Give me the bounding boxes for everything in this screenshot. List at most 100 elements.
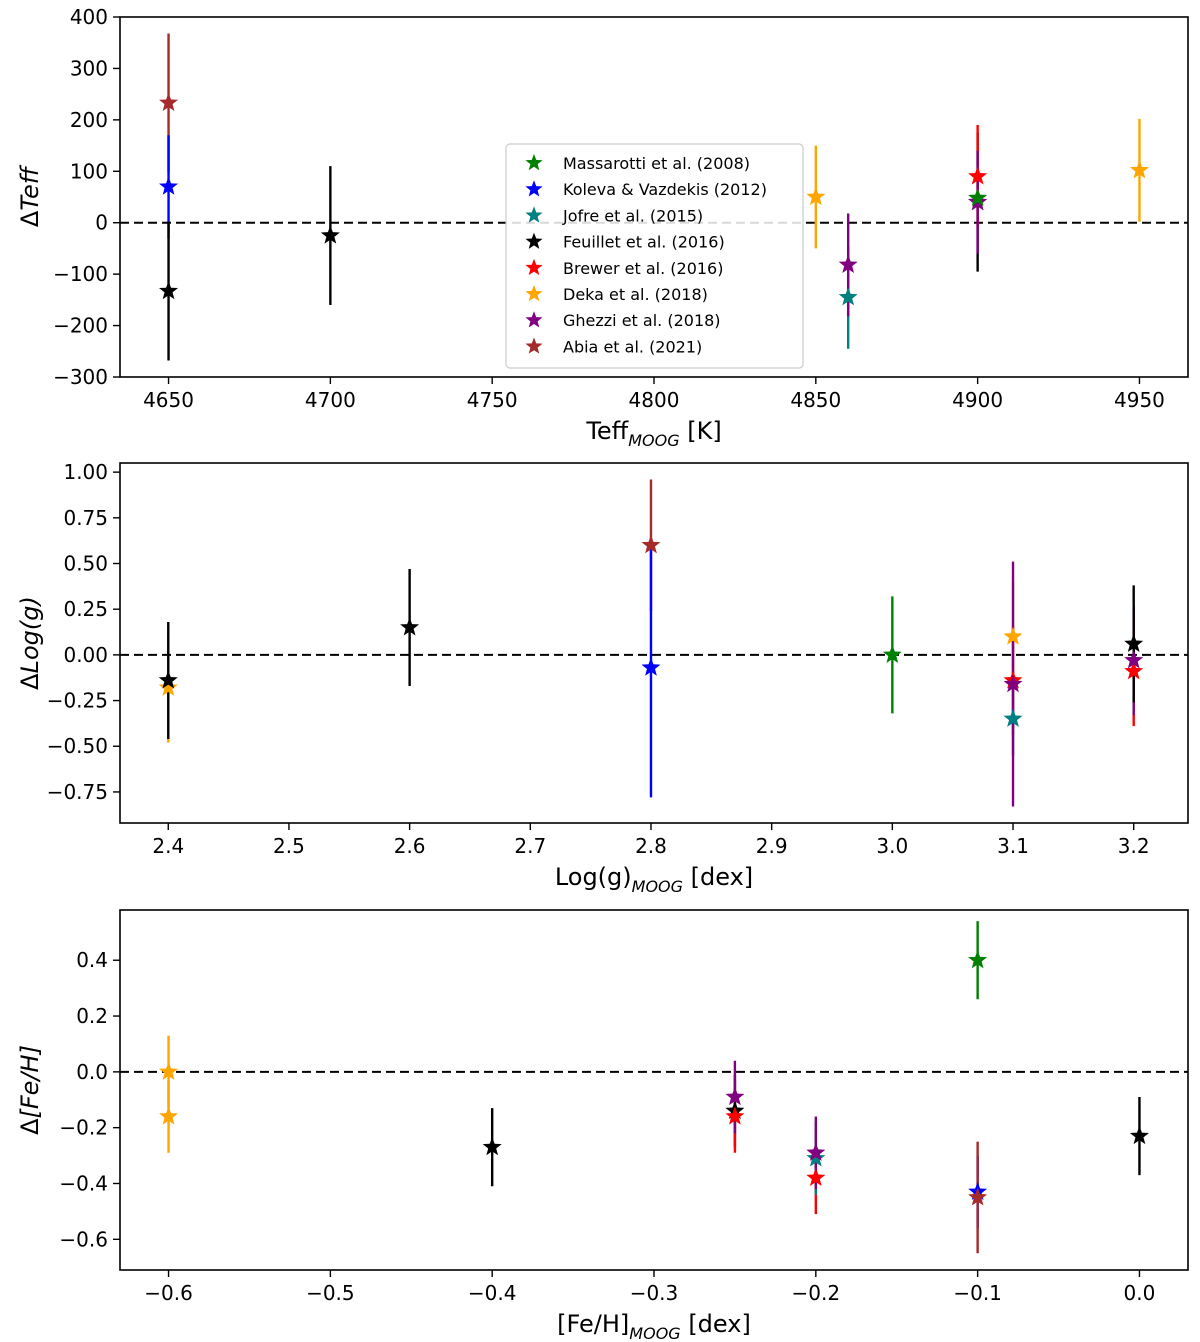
data-point-star [1003,626,1023,645]
data-point-star [159,176,179,195]
data-point-star [159,1061,179,1080]
plot-frame [119,909,1189,1271]
y-tick-label: −0.50 [47,734,108,758]
y-axis-label: Δ[Fe/H] [16,1045,44,1135]
legend-entry: Brewer et al. (2016) [563,259,723,278]
y-tick-label: 0.75 [63,506,108,530]
data-point-star [725,1106,745,1125]
data-point-star [159,1106,179,1125]
y-tick-label: −0.6 [59,1227,108,1251]
y-axis-label: ΔLog(g) [16,596,44,690]
legend: Massarotti et al. (2008) Koleva & Vazdeki… [505,143,804,369]
y-tick-label: 300 [70,56,108,80]
legend-entry: Ghezzi et al. (2018) [563,311,721,330]
legend-marker [525,258,543,276]
legend-marker [525,311,543,328]
data-point-star [1124,633,1144,652]
data-point-star [806,1142,826,1161]
y-tick-label: 200 [70,108,108,132]
legend-box [505,143,804,369]
y-tick-label: 1.00 [63,460,108,484]
x-tick-label: 4850 [790,388,841,412]
y-tick-label: −0.4 [59,1171,108,1195]
data-point-star [806,1148,826,1167]
y-tick-label: 0 [95,211,108,235]
legend-marker [525,206,543,223]
x-tick-label: 0.0 [1124,1281,1156,1305]
data-point-star [725,1086,745,1106]
legend-entry: Abia et al. (2021) [563,337,702,356]
x-tick-label: −0.1 [953,1281,1002,1305]
x-tick-label: 2.5 [273,834,305,858]
y-tick-label: 0.00 [63,643,108,667]
legend-entry: Jofre et al. (2015) [562,206,703,225]
x-tick-label: 4700 [305,388,356,412]
legend-marker [525,232,543,249]
data-point-star [1129,1126,1149,1145]
data-point-star [806,187,826,206]
x-tick-label: 4950 [1114,388,1165,412]
x-axis-label: [Fe/H]MOOG [dex] [557,1310,751,1342]
data-point-star [968,1187,988,1206]
x-tick-label: 2.9 [756,834,788,858]
x-tick-label: 4650 [143,388,194,412]
x-tick-label: 3.2 [1118,834,1150,858]
y-tick-label: 0.25 [63,597,108,621]
x-tick-label: −0.5 [306,1281,355,1305]
data-point-star [838,287,858,306]
legend-entry: Feuillet et al. (2016) [563,233,725,252]
data-point-star [320,225,340,244]
x-axis-label: Log(g)MOOG [dex] [555,863,753,896]
x-tick-label: 2.6 [394,834,426,858]
y-tick-label: −100 [53,262,108,286]
y-tick-label: 0.50 [63,552,108,576]
data-point-star [1124,650,1144,669]
x-tick-label: 4900 [952,388,1003,412]
panel-logg: 2.4 2.5 2.6 2.7 2.8 2.9 3.0 3.1 3.2 −0.75 −0.50 −0.… [16,460,1189,896]
y-tick-label: 400 [70,5,108,29]
panel-feh: −0.6 −0.5 −0.4 −0.3 −0.2 −0.1 0.0 −0.6 −0.4 −0.2 0… [16,909,1189,1342]
y-tick-label: 100 [70,159,108,183]
data-point-star [641,535,661,554]
x-tick-label: 4750 [467,388,518,412]
x-tick-label: 2.7 [514,834,546,858]
x-tick-label: 3.1 [997,834,1029,858]
y-tick-label: 0.0 [76,1060,108,1084]
legend-marker [525,337,543,354]
legend-entry: Deka et al. (2018) [563,285,708,304]
data-point-star [838,254,858,273]
y-tick-label: 0.4 [76,948,108,972]
y-tick-label: −0.75 [47,780,108,804]
plot-frame [119,462,1189,824]
x-axis-label: TeffMOOG [K] [585,417,721,450]
x-tick-label: 2.4 [152,834,184,858]
data-point-star [641,657,661,676]
x-tick-label: 3.0 [876,834,908,858]
y-tick-label: −300 [53,365,108,389]
data-point-star [1124,661,1144,680]
data-point-star [159,92,179,111]
data-point-star [968,950,988,969]
legend-entry: Koleva & Vazdekis (2012) [563,180,767,199]
x-tick-label: 2.8 [635,834,667,858]
data-point-star [882,644,902,663]
data-point-star [806,1167,826,1186]
data-point-star [159,281,179,300]
data-point-star [968,188,988,207]
x-tick-label: −0.6 [144,1281,193,1305]
data-point-star [1003,708,1023,727]
y-axis-label: ΔTeff [16,164,44,227]
y-tick-label: −200 [53,314,108,338]
x-tick-label: −0.3 [630,1281,679,1305]
y-tick-label: 0.2 [76,1004,108,1028]
y-tick-label: −0.2 [59,1116,108,1140]
legend-marker [525,285,543,302]
legend-marker [525,154,543,171]
y-tick-label: −0.25 [47,689,108,713]
data-point-star [158,677,178,696]
data-point-star [1003,674,1023,693]
x-tick-label: −0.2 [792,1281,841,1305]
legend-entry: Massarotti et al. (2008) [563,154,750,173]
x-tick-label: −0.4 [468,1281,517,1305]
